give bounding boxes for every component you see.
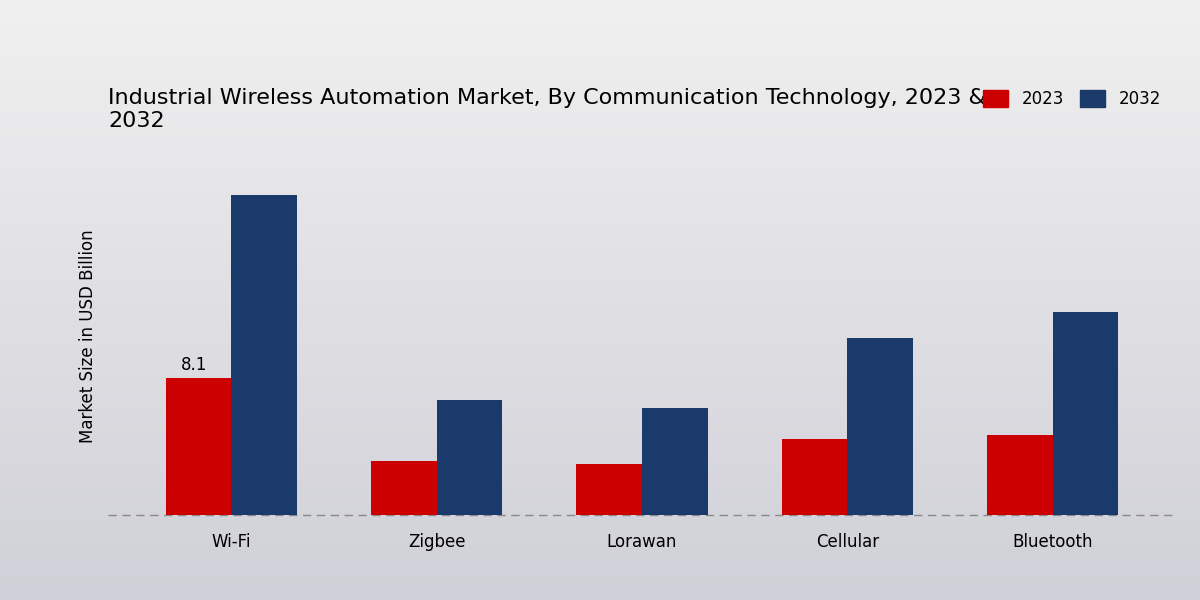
- Bar: [232, 194, 296, 515]
- Bar: [781, 439, 847, 515]
- Bar: [1052, 313, 1118, 515]
- Bar: [642, 409, 708, 515]
- Text: 8.1: 8.1: [181, 356, 208, 374]
- Bar: [437, 400, 503, 515]
- Bar: [847, 338, 913, 515]
- Bar: [576, 464, 642, 515]
- Y-axis label: Market Size in USD Billion: Market Size in USD Billion: [79, 229, 97, 443]
- Bar: [371, 461, 437, 515]
- Legend: 2023, 2032: 2023, 2032: [977, 83, 1168, 115]
- Bar: [166, 378, 232, 515]
- Text: Industrial Wireless Automation Market, By Communication Technology, 2023 &
2032: Industrial Wireless Automation Market, B…: [108, 88, 985, 131]
- Bar: [988, 436, 1052, 515]
